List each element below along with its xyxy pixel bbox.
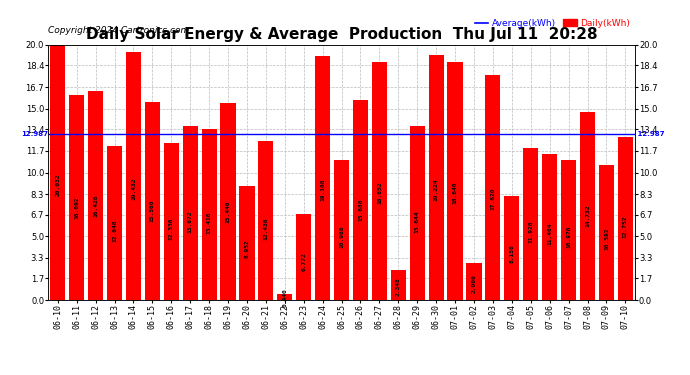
Text: 12.987: 12.987 [21, 131, 48, 137]
Text: 16.428: 16.428 [93, 195, 98, 217]
Bar [391, 270, 406, 300]
Text: 20.032: 20.032 [55, 174, 60, 196]
Bar [201, 129, 217, 300]
Text: 10.968: 10.968 [339, 226, 344, 248]
Bar [599, 165, 614, 300]
Text: 18.640: 18.640 [453, 182, 457, 204]
Text: 2.348: 2.348 [396, 277, 401, 296]
Bar [145, 102, 160, 300]
Bar [448, 62, 462, 300]
Text: 13.644: 13.644 [415, 210, 420, 233]
Text: 2.900: 2.900 [471, 274, 477, 293]
Text: 18.652: 18.652 [377, 182, 382, 204]
Bar [580, 112, 595, 300]
Bar [542, 154, 558, 300]
Text: 8.156: 8.156 [509, 244, 514, 262]
Text: 15.440: 15.440 [226, 200, 230, 223]
Bar [296, 214, 311, 300]
Bar [523, 148, 538, 300]
Bar [428, 55, 444, 300]
Bar [239, 186, 255, 300]
Text: 11.928: 11.928 [529, 220, 533, 243]
Text: 19.432: 19.432 [131, 177, 136, 200]
Bar [504, 196, 520, 300]
Bar [410, 126, 425, 300]
Text: 12.436: 12.436 [264, 217, 268, 240]
Text: 12.987: 12.987 [635, 131, 664, 137]
Text: 19.224: 19.224 [433, 178, 439, 201]
Text: 11.464: 11.464 [547, 223, 552, 246]
Bar [466, 263, 482, 300]
Bar [372, 62, 387, 300]
Text: 0.440: 0.440 [282, 288, 287, 307]
Text: 16.092: 16.092 [75, 196, 79, 219]
Bar [561, 160, 576, 300]
Bar [164, 143, 179, 300]
Text: 6.772: 6.772 [302, 252, 306, 270]
Text: 17.620: 17.620 [491, 188, 495, 210]
Text: 12.752: 12.752 [623, 216, 628, 238]
Bar [315, 56, 331, 300]
Bar [353, 100, 368, 300]
Bar [334, 160, 349, 300]
Text: 15.680: 15.680 [358, 199, 363, 221]
Text: 10.592: 10.592 [604, 228, 609, 251]
Bar [485, 75, 500, 300]
Legend: Average(kWh), Daily(kWh): Average(kWh), Daily(kWh) [475, 19, 630, 28]
Title: Daily Solar Energy & Average  Production  Thu Jul 11  20:28: Daily Solar Energy & Average Production … [86, 27, 598, 42]
Bar [50, 45, 66, 300]
Text: 8.952: 8.952 [244, 239, 250, 258]
Text: 14.732: 14.732 [585, 204, 590, 227]
Text: 12.048: 12.048 [112, 220, 117, 242]
Bar [126, 52, 141, 300]
Text: 15.560: 15.560 [150, 200, 155, 222]
Bar [618, 137, 633, 300]
Text: 13.416: 13.416 [206, 212, 212, 234]
Bar [258, 141, 273, 300]
Text: 12.336: 12.336 [169, 218, 174, 240]
Text: 19.168: 19.168 [320, 179, 325, 201]
Bar [69, 95, 84, 300]
Text: 10.976: 10.976 [566, 226, 571, 248]
Bar [183, 126, 198, 300]
Text: Copyright 2024 Cartronics.com: Copyright 2024 Cartronics.com [48, 26, 190, 35]
Bar [221, 103, 235, 300]
Bar [107, 146, 122, 300]
Bar [277, 294, 293, 300]
Text: 13.672: 13.672 [188, 210, 193, 233]
Bar [88, 90, 104, 300]
